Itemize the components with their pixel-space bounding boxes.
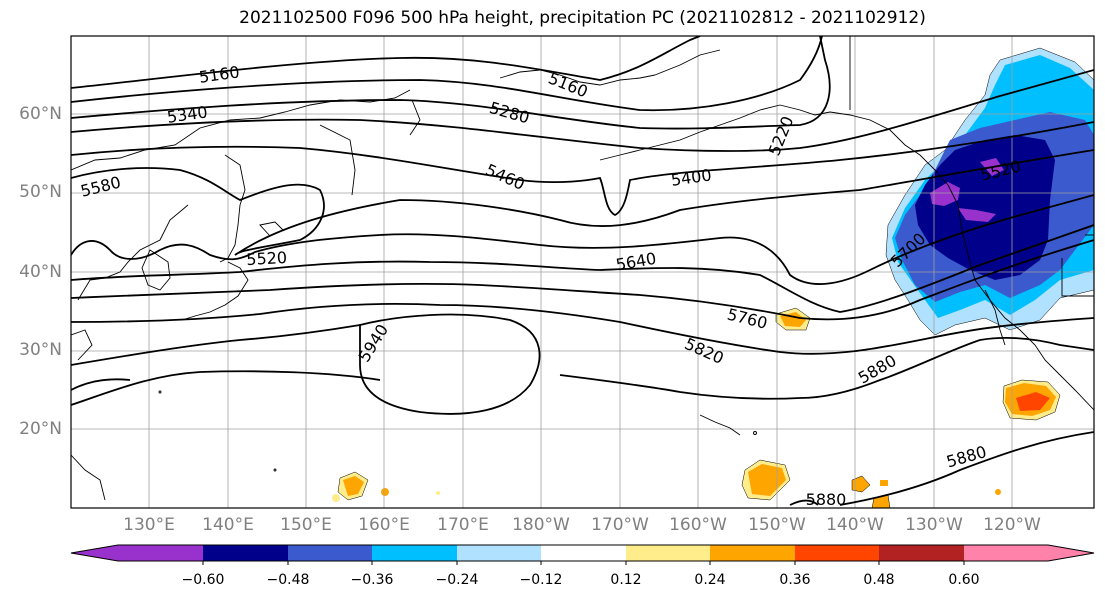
contour-label: 5640 <box>614 249 657 275</box>
colorbar-segment <box>626 545 710 561</box>
colorbar-tick-label: −0.12 <box>519 572 563 588</box>
height-contours <box>71 36 1094 506</box>
colorbar-segment <box>288 545 372 561</box>
lat-label-30n: 30°N <box>19 340 62 360</box>
colorbar-tick-label: 0.48 <box>863 572 895 588</box>
gridlines <box>71 36 1094 508</box>
colorbar-tick-label: 0.36 <box>779 572 811 588</box>
colorbar-segment <box>879 545 964 561</box>
lon-label-120w: 120°W <box>983 515 1041 535</box>
colorbar-tick-label: 0.60 <box>948 572 980 588</box>
colorbar-segment <box>710 545 795 561</box>
lat-label-50n: 50°N <box>19 182 62 202</box>
lat-label-20n: 20°N <box>19 419 62 439</box>
colorbar-segment <box>964 545 1048 561</box>
contour-label: 5460 <box>483 160 528 194</box>
colorbar-tick-label: −0.36 <box>350 572 394 588</box>
lat-label-60n: 60°N <box>19 104 62 124</box>
contour-label: 5760 <box>725 305 769 333</box>
colorbar-segment <box>118 545 203 561</box>
lon-label-180w: 180°W <box>512 515 570 535</box>
precip-positive-region <box>332 307 1061 508</box>
lon-label-130e: 130°E <box>123 515 175 535</box>
colorbar-segment <box>1048 545 1094 561</box>
lon-label-160e: 160°E <box>358 515 410 535</box>
colorbar-segment <box>203 545 288 561</box>
colorbar-segment <box>457 545 541 561</box>
contour-label: 5160 <box>198 62 241 86</box>
lat-label-40n: 40°N <box>19 262 62 282</box>
colorbar-tick-label: −0.24 <box>435 572 479 588</box>
lon-label-160w: 160°W <box>669 515 727 535</box>
contour-labels: 5160 5160 5340 5280 5220 5580 5460 5400 … <box>79 62 1023 509</box>
lon-label-150w: 150°W <box>748 515 806 535</box>
colorbar-segment <box>541 545 626 561</box>
coastlines <box>71 36 1094 501</box>
lon-label-130w: 130°W <box>905 515 963 535</box>
colorbar-segment <box>71 545 118 561</box>
precip-negative-region <box>885 47 1094 336</box>
contour-label: 5220 <box>764 114 797 159</box>
lon-label-140w: 140°W <box>826 515 884 535</box>
colorbar-tick-label: −0.60 <box>181 572 225 588</box>
colorbar-segment <box>795 545 879 561</box>
colorbar-tick-label: 0.24 <box>694 572 726 588</box>
colorbar-tick-label: 0.12 <box>610 572 642 588</box>
contour-label: 5880 <box>806 490 847 509</box>
contour-label: 5880 <box>855 351 900 388</box>
map-frame <box>70 35 1095 509</box>
contour-label: 5280 <box>487 98 531 127</box>
contour-label: 5400 <box>670 165 713 189</box>
contour-label: 5580 <box>79 173 123 201</box>
lon-label-150e: 150°E <box>280 515 332 535</box>
lon-label-170w: 170°W <box>591 515 649 535</box>
lon-label-140e: 140°E <box>202 515 254 535</box>
colorbar-tick-label: −0.48 <box>266 572 310 588</box>
colorbar <box>70 544 1095 565</box>
map-title: 2021102500 F096 500 hPa height, precipit… <box>239 8 926 28</box>
colorbar-segment <box>372 545 457 561</box>
contour-label: 5520 <box>246 248 288 269</box>
lon-label-170e: 170°E <box>437 515 489 535</box>
